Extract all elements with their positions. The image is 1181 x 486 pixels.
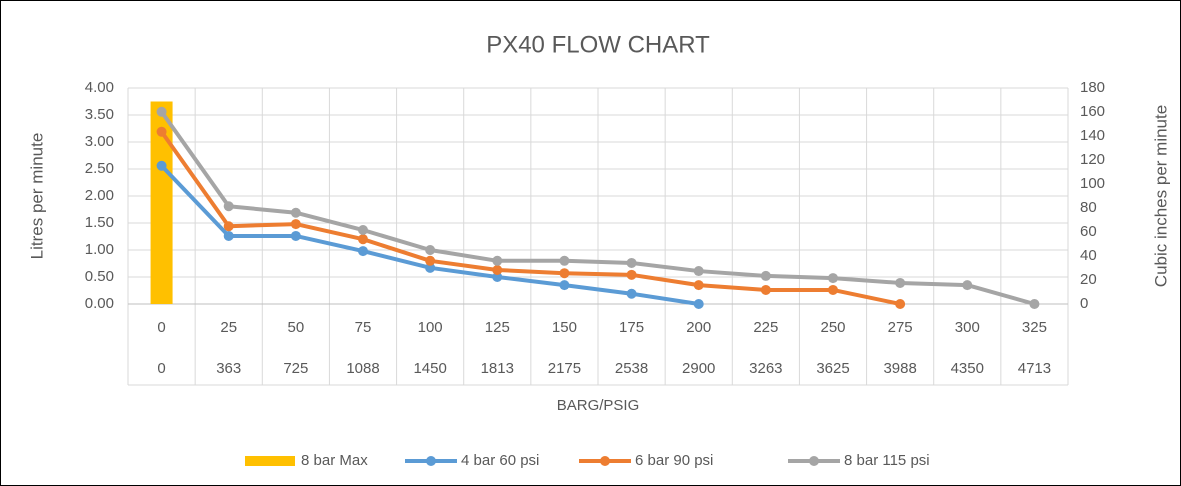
x-tick-label: 75 bbox=[355, 319, 372, 336]
marker bbox=[223, 201, 234, 212]
chart-title: PX40 FLOW CHART bbox=[486, 31, 710, 58]
y2-tick-label: 160 bbox=[1080, 103, 1105, 120]
legend-marker bbox=[600, 456, 610, 466]
marker bbox=[895, 277, 906, 288]
marker bbox=[559, 255, 570, 266]
marker bbox=[425, 262, 436, 273]
y2-tick-label: 120 bbox=[1080, 151, 1105, 168]
marker bbox=[626, 257, 637, 268]
bar bbox=[150, 101, 173, 304]
y2-axis-title: Cubic inches per minute bbox=[1151, 105, 1170, 287]
y-tick-label: 0.50 bbox=[85, 268, 114, 285]
x-tick-label-psig: 0 bbox=[157, 360, 165, 377]
line bbox=[159, 130, 901, 306]
marker bbox=[693, 280, 704, 291]
x-tick-label: 100 bbox=[418, 319, 443, 336]
y-tick-label: 3.50 bbox=[85, 106, 114, 123]
x-tick-label-psig: 4350 bbox=[951, 360, 984, 377]
x-tick-label: 50 bbox=[288, 319, 305, 336]
marker bbox=[492, 255, 503, 266]
legend-label: 8 bar Max bbox=[301, 452, 368, 469]
x-tick-label: 300 bbox=[955, 319, 980, 336]
x-tick-label-psig: 1813 bbox=[481, 360, 514, 377]
marker bbox=[156, 106, 167, 117]
x-tick-label: 150 bbox=[552, 319, 577, 336]
legend-label: 4 bar 60 psi bbox=[461, 452, 539, 469]
y2-tick-label: 80 bbox=[1080, 199, 1097, 216]
x-tick-label-psig: 2175 bbox=[548, 360, 581, 377]
marker bbox=[358, 225, 368, 236]
marker bbox=[223, 230, 234, 241]
marker bbox=[156, 126, 167, 137]
x-tick-label-psig: 2900 bbox=[682, 360, 715, 377]
marker bbox=[425, 245, 436, 255]
x-tick-label-psig: 363 bbox=[216, 360, 241, 377]
x-tick-label: 200 bbox=[686, 319, 711, 336]
y2-tick-label: 140 bbox=[1080, 127, 1105, 144]
marker bbox=[559, 280, 570, 291]
legend-label: 6 bar 90 psi bbox=[635, 452, 713, 469]
y-tick-label: 2.00 bbox=[85, 187, 114, 204]
y-tick-label: 0.00 bbox=[85, 295, 114, 312]
marker bbox=[290, 219, 301, 230]
x-tick-label-psig: 3625 bbox=[816, 360, 849, 377]
x-tick-label-psig: 3988 bbox=[883, 360, 916, 377]
y2-tick-label: 40 bbox=[1080, 247, 1097, 264]
marker bbox=[962, 280, 973, 291]
marker bbox=[1029, 299, 1040, 309]
marker bbox=[693, 266, 704, 277]
marker bbox=[828, 273, 838, 284]
y-tick-label: 1.00 bbox=[85, 241, 114, 258]
marker bbox=[626, 288, 637, 299]
y-tick-label: 2.50 bbox=[85, 160, 114, 177]
legend-marker bbox=[426, 456, 436, 466]
y2-tick-label: 60 bbox=[1080, 223, 1097, 240]
marker bbox=[425, 255, 436, 266]
y2-tick-label: 0 bbox=[1080, 295, 1088, 312]
x-tick-label-psig: 1450 bbox=[413, 360, 446, 377]
x-tick-label-psig: 3263 bbox=[749, 360, 782, 377]
marker bbox=[358, 234, 368, 245]
marker bbox=[895, 299, 906, 309]
y-tick-label: 4.00 bbox=[85, 79, 114, 96]
y2-tick-label: 20 bbox=[1080, 271, 1097, 288]
legend-swatch bbox=[245, 456, 295, 466]
x-tick-label: 0 bbox=[157, 319, 165, 336]
y-tick-label: 1.50 bbox=[85, 214, 114, 231]
legend-label: 8 bar 115 psi bbox=[844, 452, 930, 469]
marker bbox=[760, 284, 771, 295]
marker bbox=[290, 230, 301, 241]
x-tick-label-psig: 2538 bbox=[615, 360, 648, 377]
marker bbox=[760, 270, 771, 281]
legend-marker bbox=[809, 456, 819, 466]
y2-tick-label: 180 bbox=[1080, 79, 1105, 96]
y-axis-title: Litres per minute bbox=[27, 133, 46, 260]
x-axis-title: BARG/PSIG bbox=[557, 397, 640, 414]
y-tick-label: 3.00 bbox=[85, 133, 114, 150]
y2-tick-label: 100 bbox=[1080, 175, 1105, 192]
marker bbox=[223, 221, 234, 232]
x-tick-label: 275 bbox=[888, 319, 913, 336]
x-tick-label-psig: 725 bbox=[283, 360, 308, 377]
line bbox=[159, 110, 1035, 306]
x-tick-label: 125 bbox=[485, 319, 510, 336]
marker bbox=[290, 207, 301, 218]
x-tick-label: 25 bbox=[220, 319, 237, 336]
x-tick-label: 325 bbox=[1022, 319, 1047, 336]
marker bbox=[828, 284, 838, 295]
marker bbox=[358, 246, 368, 257]
marker bbox=[492, 264, 503, 275]
x-tick-label: 175 bbox=[619, 319, 644, 336]
marker bbox=[156, 160, 167, 171]
x-tick-label-psig: 1088 bbox=[346, 360, 379, 377]
x-tick-label: 225 bbox=[753, 319, 778, 336]
marker bbox=[559, 268, 570, 279]
marker bbox=[626, 269, 637, 280]
x-tick-label: 250 bbox=[820, 319, 845, 336]
x-tick-label-psig: 4713 bbox=[1018, 360, 1051, 377]
marker bbox=[492, 272, 503, 282]
marker bbox=[693, 299, 704, 309]
